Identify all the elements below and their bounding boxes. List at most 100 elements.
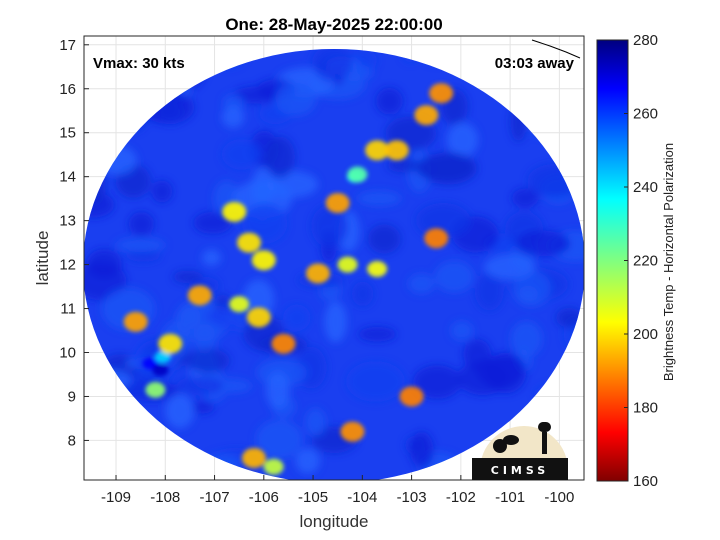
texture-blob (126, 249, 161, 262)
texture-blob (295, 448, 320, 474)
colorbar-tick-label: 160 (633, 473, 658, 490)
feature-point (123, 311, 148, 332)
feature-point (399, 386, 424, 407)
colorbar-tick-label: 220 (633, 253, 658, 270)
x-tick-label: -103 (397, 489, 427, 506)
texture-blob (357, 190, 402, 206)
y-tick-label: 10 (59, 345, 76, 362)
texture-blob (367, 224, 401, 254)
feature-point (337, 256, 358, 273)
feature-point (263, 458, 284, 475)
texture-blob (233, 86, 280, 104)
texture-blob (416, 202, 471, 239)
logo-text: CIMSS (491, 464, 549, 477)
feature-point (414, 105, 439, 126)
texture-blob (193, 211, 233, 235)
texture-blob (151, 180, 173, 203)
feature-point (241, 448, 266, 469)
texture-blob (202, 249, 221, 266)
coastline (531, 39, 581, 59)
feature-point (424, 228, 449, 249)
texture-blob (256, 419, 303, 460)
colorbar-ticks: 160 180 200 220 240 260 280 (624, 32, 658, 490)
axes-frame (83, 35, 585, 481)
x-tick-labels: -109 -108 -107 -106 -105 -104 -103 -102 -101 -100 (101, 475, 574, 506)
cimss-logo: CIMSS (472, 422, 568, 480)
texture-blob (86, 248, 122, 279)
y-axis-label: latitude (33, 231, 52, 286)
texture-blob (516, 230, 571, 257)
x-tick-label: -101 (495, 489, 525, 506)
y-tick-label: 12 (59, 257, 76, 274)
colorbar-label: Brightness Temp - Horizontal Polarizatio… (661, 143, 676, 381)
texture-blob (265, 136, 296, 179)
x-tick-label: -100 (544, 489, 574, 506)
feature-point (222, 201, 247, 222)
feature-point (305, 263, 330, 284)
feature-point (187, 285, 212, 306)
texture-blob (450, 321, 473, 341)
texture-blob (387, 157, 420, 173)
y-tick-label: 15 (59, 125, 76, 142)
feature-point (152, 364, 169, 377)
texture-blob (165, 393, 195, 429)
x-tick-label: -108 (150, 489, 180, 506)
feature-point (246, 307, 271, 328)
feature-point (271, 333, 296, 354)
colorbar-tick-label: 180 (633, 400, 658, 417)
feature-point (154, 350, 171, 363)
texture-blob (510, 321, 543, 357)
texture-blob (283, 304, 311, 331)
texture-blob (221, 106, 245, 128)
feature-point (365, 140, 390, 161)
texture-blob (185, 348, 230, 373)
feature-point (158, 333, 183, 354)
texture-blob (311, 205, 348, 248)
y-tick-labels: 8 9 10 11 12 13 14 15 16 17 (59, 37, 89, 449)
feature-point (340, 421, 365, 442)
texture-blob (358, 326, 397, 342)
colorbar (596, 39, 629, 482)
x-tick-label: -106 (249, 489, 279, 506)
vmax-annotation: Vmax: 30 kts (93, 55, 185, 72)
feature-point (429, 83, 454, 104)
feature-point (384, 140, 409, 161)
texture-blob (274, 83, 317, 116)
colorbar-tick-label: 240 (633, 179, 658, 196)
x-tick-label: -102 (446, 489, 476, 506)
texture-blob (408, 273, 435, 294)
y-tick-label: 9 (68, 388, 76, 405)
chart-title: One: 28-May-2025 22:00:00 (225, 15, 442, 34)
feature-point (251, 250, 276, 271)
texture-blob (457, 361, 509, 396)
texture-blob (555, 307, 583, 328)
texture-blob (446, 122, 479, 158)
feature-point (347, 166, 368, 183)
y-tick-label: 16 (59, 81, 76, 98)
texture-blob (176, 376, 224, 395)
texture-blob (346, 361, 405, 402)
texture-blob (179, 305, 201, 328)
feature-point (367, 260, 388, 277)
texture-blob (511, 188, 539, 209)
texture-blob (434, 260, 474, 293)
texture-blob (375, 87, 403, 115)
texture-blob (409, 431, 434, 468)
x-tick-label: -109 (101, 489, 131, 506)
texture-blob (204, 309, 227, 323)
time-away-annotation: 03:03 away (495, 55, 575, 72)
x-tick-label: -107 (200, 489, 230, 506)
texture-blob (305, 408, 326, 437)
x-tick-label: -104 (347, 489, 377, 506)
feature-point (325, 193, 350, 214)
y-tick-label: 11 (60, 301, 76, 318)
texture-blob (351, 281, 374, 307)
y-tick-label: 8 (68, 432, 76, 449)
colorbar-tick-label: 200 (633, 326, 658, 343)
feature-point (229, 296, 250, 313)
texture-blob (484, 254, 536, 280)
texture-blob (474, 272, 504, 311)
texture-blob (243, 279, 275, 320)
texture-blob (512, 270, 551, 307)
